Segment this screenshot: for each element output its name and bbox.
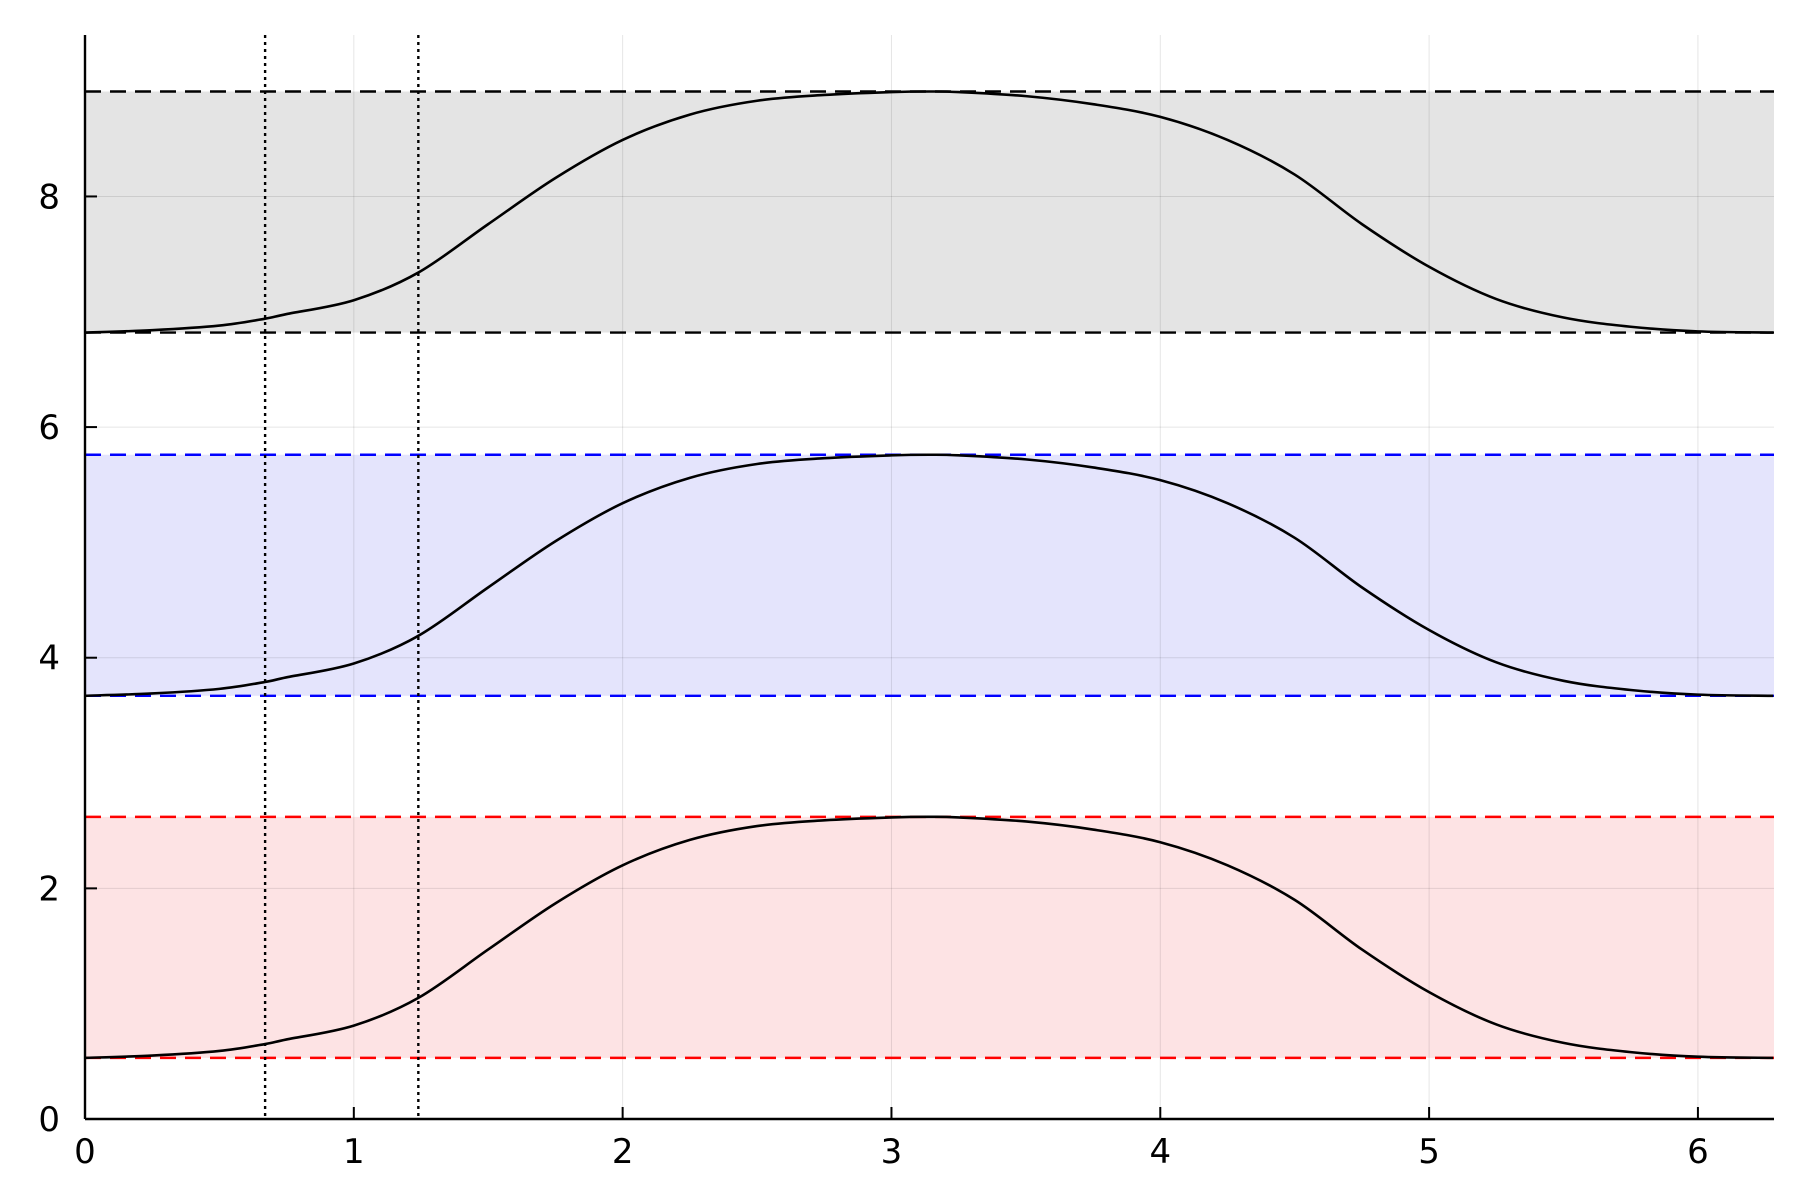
band-fill-1 bbox=[85, 454, 1774, 696]
x-tick-label-2: 2 bbox=[612, 1132, 634, 1172]
axes-layer bbox=[83, 35, 1774, 1121]
y-tick-label-1: 2 bbox=[38, 869, 60, 909]
band-lines-layer bbox=[85, 90, 1774, 1060]
x-tick-label-1: 1 bbox=[343, 1132, 365, 1172]
x-tick-label-3: 3 bbox=[881, 1132, 903, 1172]
x-tick-label-5: 5 bbox=[1418, 1132, 1440, 1172]
bands-layer bbox=[85, 91, 1774, 1058]
series-line-2 bbox=[84, 90, 1774, 334]
x-tick-label-6: 6 bbox=[1687, 1132, 1709, 1172]
band-fill-0 bbox=[85, 816, 1774, 1058]
series-layer bbox=[84, 90, 1774, 1060]
band-fill-2 bbox=[85, 91, 1774, 333]
x-tick-label-4: 4 bbox=[1149, 1132, 1171, 1172]
grid-layer bbox=[84, 35, 1774, 1120]
y-tick-label-0: 0 bbox=[38, 1100, 60, 1140]
y-tick-label-2: 4 bbox=[38, 639, 60, 679]
ticks-layer: 0 1 2 3 4 5 6 0 2 4 6 8 bbox=[38, 177, 1708, 1172]
y-tick-label-3: 6 bbox=[38, 408, 60, 448]
vertical-lines-layer bbox=[263, 35, 420, 1119]
series-line-0 bbox=[84, 815, 1774, 1060]
y-tick-label-4: 8 bbox=[38, 177, 60, 217]
x-tick-label-0: 0 bbox=[74, 1132, 96, 1172]
series-line-1 bbox=[84, 453, 1774, 698]
